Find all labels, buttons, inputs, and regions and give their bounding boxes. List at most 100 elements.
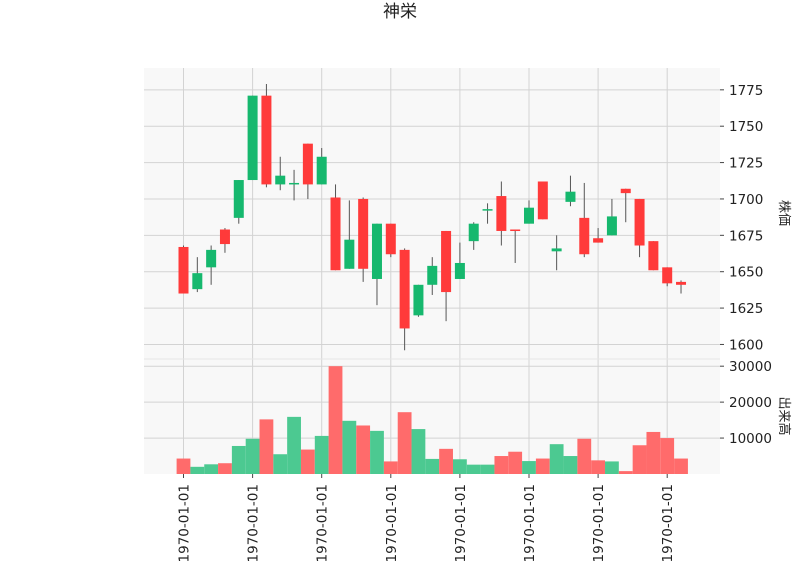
- x-tick-label: 1970-01-01: [522, 484, 538, 562]
- volume-bar: [190, 466, 205, 474]
- price-tick-label: 1600: [729, 337, 763, 353]
- volume-bar: [577, 438, 592, 474]
- grid-lines: [144, 68, 720, 474]
- volume-bar: [397, 412, 412, 474]
- candle-up-body: [206, 249, 217, 268]
- x-tick-label: 1970-01-01: [315, 484, 331, 562]
- candle-down-body: [330, 197, 341, 271]
- price-tick-label: 1750: [729, 119, 763, 135]
- candle-up-body: [413, 284, 424, 316]
- volume-axis-label: 出来高: [776, 396, 792, 435]
- volume-bar: [231, 445, 246, 474]
- candle-up-body: [371, 223, 382, 279]
- volume-bar: [605, 461, 619, 474]
- candle-up-body: [289, 182, 300, 185]
- volume-bar: [204, 464, 219, 474]
- candle-up-body: [233, 180, 244, 218]
- axes: 1600 1625 1650 1675 1700 1725 1750 1775 10000 200…: [177, 83, 772, 563]
- volume-bar: [563, 456, 578, 474]
- candles: [178, 84, 687, 351]
- price-tick-label: 1650: [729, 265, 763, 281]
- candle-down-body: [620, 188, 631, 194]
- candle-down-body: [496, 196, 507, 231]
- volume-bar: [259, 419, 274, 474]
- volume-bar: [342, 420, 357, 474]
- price-tick-label: 1700: [729, 192, 763, 208]
- candle-up-body: [192, 273, 203, 290]
- candle-up-body: [427, 265, 438, 285]
- volume-bar: [618, 471, 633, 474]
- volume-bar: [480, 464, 495, 474]
- candle-down-body: [510, 229, 521, 232]
- price-tick-label: 1625: [729, 301, 763, 317]
- volume-bar: [218, 463, 232, 474]
- candle-up-body: [344, 239, 355, 269]
- volume-bar: [494, 456, 509, 474]
- price-tick-label: 1725: [729, 156, 763, 172]
- volume-bars: [176, 366, 688, 474]
- volume-bar: [370, 430, 384, 474]
- volume-bar: [287, 416, 301, 474]
- volume-bar: [660, 438, 675, 474]
- candle-up-body: [565, 191, 576, 202]
- volume-bar: [328, 366, 343, 474]
- candle-down-body: [593, 238, 604, 243]
- x-tick-label: 1970-01-01: [660, 484, 676, 562]
- candle-down-body: [385, 223, 396, 255]
- volume-bar: [245, 438, 260, 474]
- candle-down-body: [676, 281, 687, 285]
- candle-up-body: [482, 209, 493, 211]
- volume-bar: [466, 464, 481, 474]
- volume-bar: [425, 458, 440, 474]
- volume-bar: [356, 425, 371, 474]
- volume-bar: [535, 458, 550, 474]
- volume-bar: [508, 451, 523, 474]
- x-tick-label: 1970-01-01: [177, 484, 193, 562]
- x-tick-label: 1970-01-01: [591, 484, 607, 562]
- price-panel: [144, 68, 720, 359]
- candle-up-body: [551, 248, 562, 252]
- candle-up-body: [468, 223, 479, 242]
- volume-tick-label: 10000: [729, 431, 772, 447]
- candle-down-body: [219, 229, 230, 245]
- x-tick-label: 1970-01-01: [384, 484, 400, 562]
- volume-bar: [522, 461, 536, 474]
- candle-down-body: [634, 198, 645, 246]
- volume-bar: [411, 429, 426, 474]
- candle-up-body: [316, 156, 327, 185]
- volume-bar: [176, 458, 191, 474]
- candle-down-body: [662, 267, 673, 284]
- volume-bar: [674, 458, 688, 474]
- volume-bar: [646, 431, 661, 474]
- candle-down-body: [261, 95, 272, 185]
- candle-down-body: [579, 217, 590, 255]
- volume-bar: [273, 454, 288, 474]
- candle-down-body: [358, 198, 369, 269]
- candle-down-body: [441, 230, 452, 293]
- volume-bar: [453, 459, 467, 474]
- price-tick-label: 1775: [729, 83, 763, 99]
- volume-bar: [300, 449, 315, 474]
- volume-bar: [383, 461, 398, 474]
- volume-tick-label: 20000: [729, 395, 772, 411]
- volume-bar: [314, 435, 329, 474]
- candle-down-body: [302, 143, 313, 185]
- price-tick-label: 1675: [729, 228, 763, 244]
- volume-bar: [439, 448, 453, 474]
- candle-up-body: [606, 216, 617, 236]
- candle-down-body: [399, 249, 410, 329]
- price-axis-label: 株価: [776, 200, 791, 226]
- candle-up-body: [454, 262, 465, 279]
- volume-bar: [591, 460, 605, 474]
- candle-down-body: [648, 241, 659, 271]
- chart-title: 神栄: [383, 2, 417, 22]
- volume-bar: [549, 444, 564, 474]
- x-tick-label: 1970-01-01: [453, 484, 469, 562]
- volume-tick-label: 30000: [729, 359, 772, 375]
- volume-bar: [632, 445, 647, 474]
- candle-down-body: [178, 246, 189, 294]
- candle-up-body: [247, 95, 258, 181]
- candle-down-body: [537, 181, 548, 220]
- x-tick-label: 1970-01-01: [246, 484, 262, 562]
